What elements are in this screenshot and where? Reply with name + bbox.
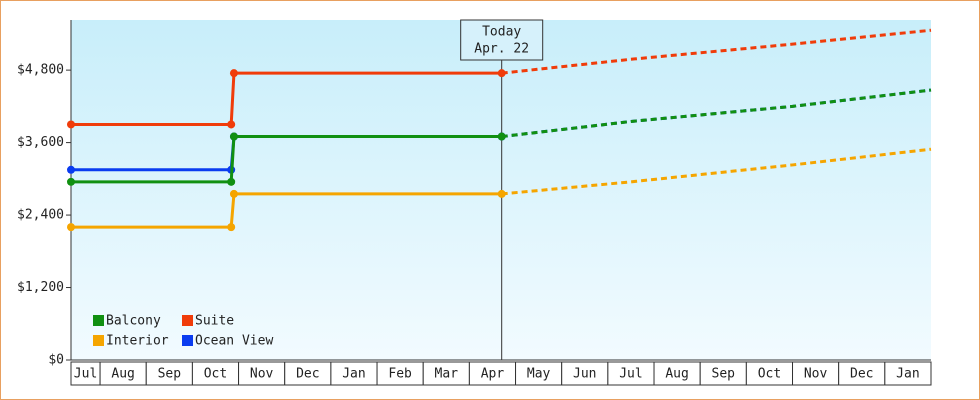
y-tick-label: $4,800 bbox=[17, 63, 64, 78]
forecast-line bbox=[501, 28, 932, 75]
price-line bbox=[71, 71, 502, 126]
price-point bbox=[67, 165, 75, 174]
y-tick-label: $3,600 bbox=[17, 135, 64, 150]
x-tick-label: Oct bbox=[758, 367, 781, 382]
price-point bbox=[229, 69, 238, 78]
x-tick-label: Jun bbox=[573, 367, 596, 382]
legend-swatch bbox=[182, 335, 193, 346]
legend-swatch bbox=[93, 315, 104, 326]
x-tick-label: Jan bbox=[896, 367, 919, 382]
legend-swatch bbox=[182, 315, 193, 326]
today-label: Today bbox=[482, 25, 521, 40]
x-tick-label: Sep bbox=[158, 367, 182, 382]
today-box bbox=[460, 19, 544, 61]
price-point bbox=[229, 132, 238, 141]
x-tick-label: Jul bbox=[74, 367, 97, 382]
price-point bbox=[227, 177, 236, 186]
x-tick-label: Nov bbox=[250, 367, 274, 382]
x-tick-label: May bbox=[527, 367, 551, 382]
legend-swatch bbox=[93, 335, 104, 346]
price-point bbox=[497, 132, 506, 141]
x-tick-label: Dec bbox=[850, 367, 873, 382]
price-point bbox=[497, 69, 506, 78]
price-point bbox=[227, 120, 236, 129]
price-point bbox=[67, 223, 75, 232]
x-tick-label: Nov bbox=[804, 367, 828, 382]
price-point bbox=[67, 120, 75, 129]
y-tick-label: $0 bbox=[48, 353, 64, 368]
legend-label: Interior bbox=[106, 334, 169, 349]
forecast-line bbox=[501, 88, 932, 139]
legend-label: Ocean View bbox=[195, 334, 273, 349]
legend-label: Suite bbox=[195, 314, 234, 329]
x-tick-label: Dec bbox=[296, 367, 319, 382]
x-tick-label: Mar bbox=[435, 367, 459, 382]
price-point bbox=[227, 223, 236, 232]
price-point bbox=[229, 189, 238, 198]
y-tick-label: $2,400 bbox=[17, 208, 64, 223]
y-tick-label: $1,200 bbox=[17, 280, 64, 295]
x-category-box bbox=[884, 361, 932, 386]
x-tick-label: Aug bbox=[665, 367, 688, 382]
x-tick-label: Jan bbox=[342, 367, 365, 382]
forecast-line bbox=[501, 147, 932, 196]
x-tick-label: Apr bbox=[481, 367, 505, 382]
price-point bbox=[67, 177, 75, 186]
price-point bbox=[497, 189, 506, 198]
legend-label: Balcony bbox=[106, 314, 161, 329]
price-line bbox=[71, 192, 502, 229]
x-tick-label: Oct bbox=[204, 367, 227, 382]
x-tick-label: Sep bbox=[712, 367, 736, 382]
today-label: Apr. 22 bbox=[474, 42, 529, 57]
x-tick-label: Aug bbox=[111, 367, 134, 382]
x-tick-label: Feb bbox=[388, 367, 412, 382]
x-tick-label: Jul bbox=[619, 367, 642, 382]
price-line bbox=[71, 135, 502, 184]
